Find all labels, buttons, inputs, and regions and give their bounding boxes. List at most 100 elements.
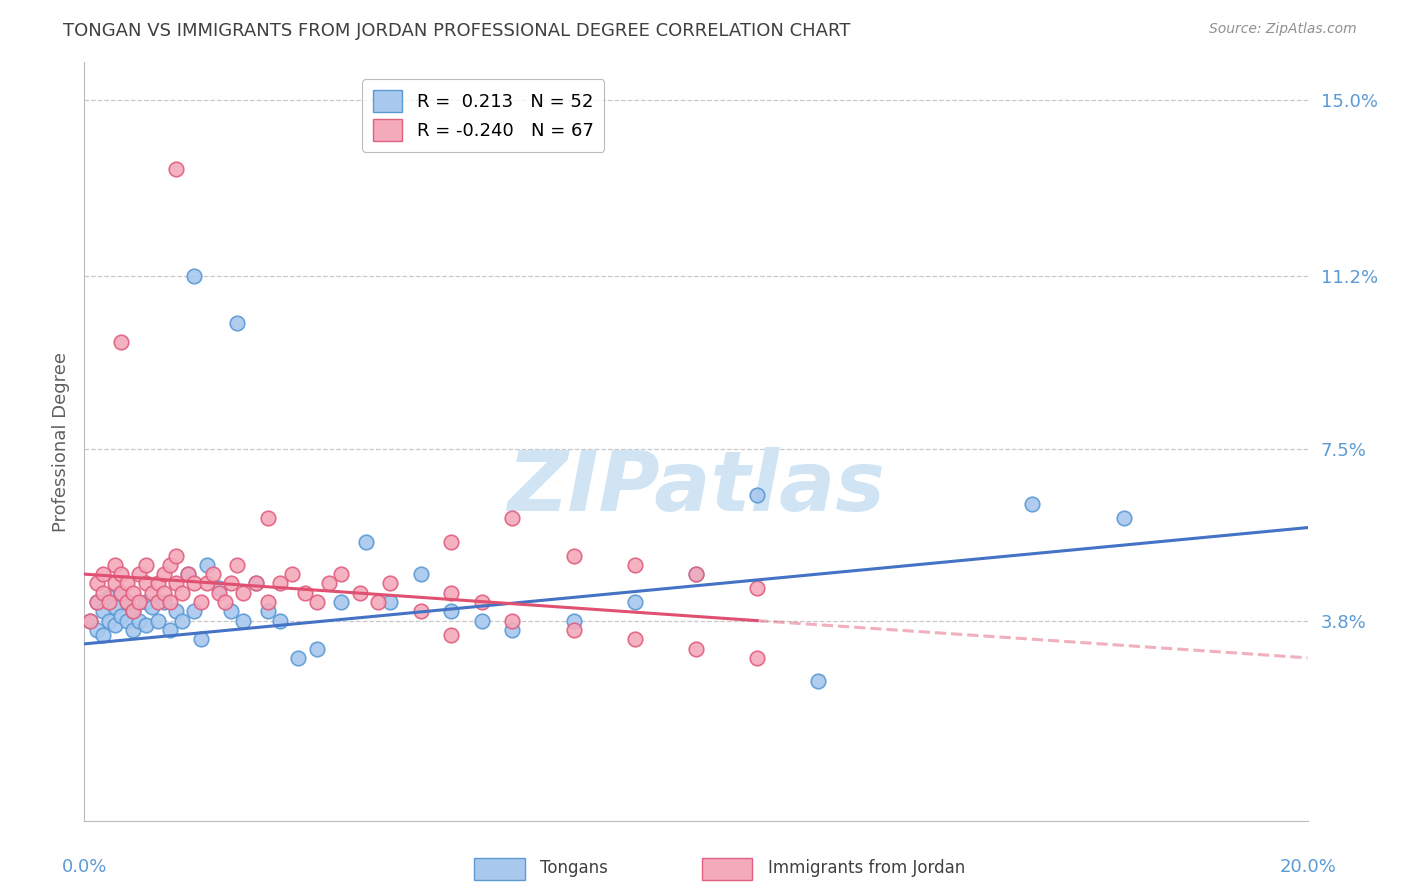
Point bbox=[110, 585, 132, 599]
Point bbox=[141, 599, 163, 614]
Point bbox=[91, 567, 114, 582]
Point bbox=[502, 614, 524, 628]
Point bbox=[97, 595, 120, 609]
Point bbox=[146, 614, 169, 628]
Y-axis label: Professional Degree: Professional Degree bbox=[52, 351, 70, 532]
Point bbox=[562, 623, 585, 637]
Point bbox=[141, 585, 163, 599]
Point bbox=[367, 595, 389, 609]
Point bbox=[135, 595, 157, 609]
Text: Tongans: Tongans bbox=[540, 859, 607, 877]
Point bbox=[471, 595, 494, 609]
Point bbox=[183, 604, 205, 618]
Point bbox=[201, 567, 224, 582]
Point bbox=[97, 614, 120, 628]
FancyBboxPatch shape bbox=[474, 858, 524, 880]
Point bbox=[214, 595, 236, 609]
Point bbox=[135, 558, 157, 572]
Point bbox=[110, 334, 132, 349]
Point bbox=[305, 641, 328, 656]
Point bbox=[349, 585, 371, 599]
Point bbox=[86, 595, 108, 609]
Point bbox=[91, 627, 114, 641]
Point bbox=[226, 316, 249, 330]
Point bbox=[128, 614, 150, 628]
Point bbox=[159, 558, 181, 572]
Point bbox=[502, 511, 524, 525]
Point bbox=[183, 269, 205, 284]
Point bbox=[685, 567, 707, 582]
Point bbox=[146, 595, 169, 609]
Point bbox=[257, 511, 280, 525]
Point bbox=[747, 581, 769, 595]
Point bbox=[807, 674, 830, 689]
Point bbox=[226, 558, 249, 572]
Point bbox=[91, 585, 114, 599]
Point bbox=[624, 632, 647, 647]
Point bbox=[562, 614, 585, 628]
Text: 20.0%: 20.0% bbox=[1279, 858, 1336, 876]
Point bbox=[110, 609, 132, 624]
Point bbox=[562, 549, 585, 563]
Point bbox=[104, 618, 127, 632]
Point bbox=[122, 604, 145, 618]
Point bbox=[91, 604, 114, 618]
Point bbox=[219, 604, 242, 618]
Point bbox=[122, 604, 145, 618]
Point bbox=[177, 567, 200, 582]
Text: 0.0%: 0.0% bbox=[62, 858, 107, 876]
Point bbox=[318, 576, 340, 591]
Legend: R =  0.213   N = 52, R = -0.240   N = 67: R = 0.213 N = 52, R = -0.240 N = 67 bbox=[363, 79, 605, 152]
Point bbox=[104, 576, 127, 591]
Point bbox=[269, 614, 291, 628]
Point bbox=[245, 576, 267, 591]
Point bbox=[153, 567, 176, 582]
Point bbox=[257, 595, 280, 609]
Point bbox=[440, 534, 463, 549]
Point bbox=[685, 567, 707, 582]
Point bbox=[165, 576, 187, 591]
Point bbox=[208, 585, 231, 599]
Point bbox=[281, 567, 304, 582]
FancyBboxPatch shape bbox=[702, 858, 752, 880]
Point bbox=[232, 585, 254, 599]
Point bbox=[305, 595, 328, 609]
Point bbox=[471, 614, 494, 628]
Text: Immigrants from Jordan: Immigrants from Jordan bbox=[768, 859, 965, 877]
Point bbox=[128, 567, 150, 582]
Point bbox=[219, 576, 242, 591]
Text: Source: ZipAtlas.com: Source: ZipAtlas.com bbox=[1209, 22, 1357, 37]
Point bbox=[354, 534, 377, 549]
Point bbox=[245, 576, 267, 591]
Point bbox=[685, 641, 707, 656]
Point bbox=[159, 623, 181, 637]
Point bbox=[172, 614, 194, 628]
Point bbox=[747, 488, 769, 502]
Point bbox=[153, 595, 176, 609]
Point bbox=[232, 614, 254, 628]
Point bbox=[86, 595, 108, 609]
Point bbox=[190, 632, 212, 647]
Text: ZIPatlas: ZIPatlas bbox=[508, 447, 884, 527]
Point bbox=[86, 623, 108, 637]
Point bbox=[294, 585, 316, 599]
Point bbox=[165, 162, 187, 177]
Point bbox=[380, 576, 402, 591]
Point bbox=[122, 623, 145, 637]
Text: TONGAN VS IMMIGRANTS FROM JORDAN PROFESSIONAL DEGREE CORRELATION CHART: TONGAN VS IMMIGRANTS FROM JORDAN PROFESS… bbox=[63, 22, 851, 40]
Point bbox=[330, 595, 353, 609]
Point bbox=[115, 614, 138, 628]
Point bbox=[97, 591, 120, 605]
Point bbox=[183, 576, 205, 591]
Point bbox=[440, 604, 463, 618]
Point bbox=[135, 618, 157, 632]
Point bbox=[257, 604, 280, 618]
Point bbox=[190, 595, 212, 609]
Point bbox=[380, 595, 402, 609]
Point bbox=[110, 567, 132, 582]
Point bbox=[135, 576, 157, 591]
Point bbox=[330, 567, 353, 582]
Point bbox=[146, 576, 169, 591]
Point bbox=[104, 558, 127, 572]
Point bbox=[128, 595, 150, 609]
